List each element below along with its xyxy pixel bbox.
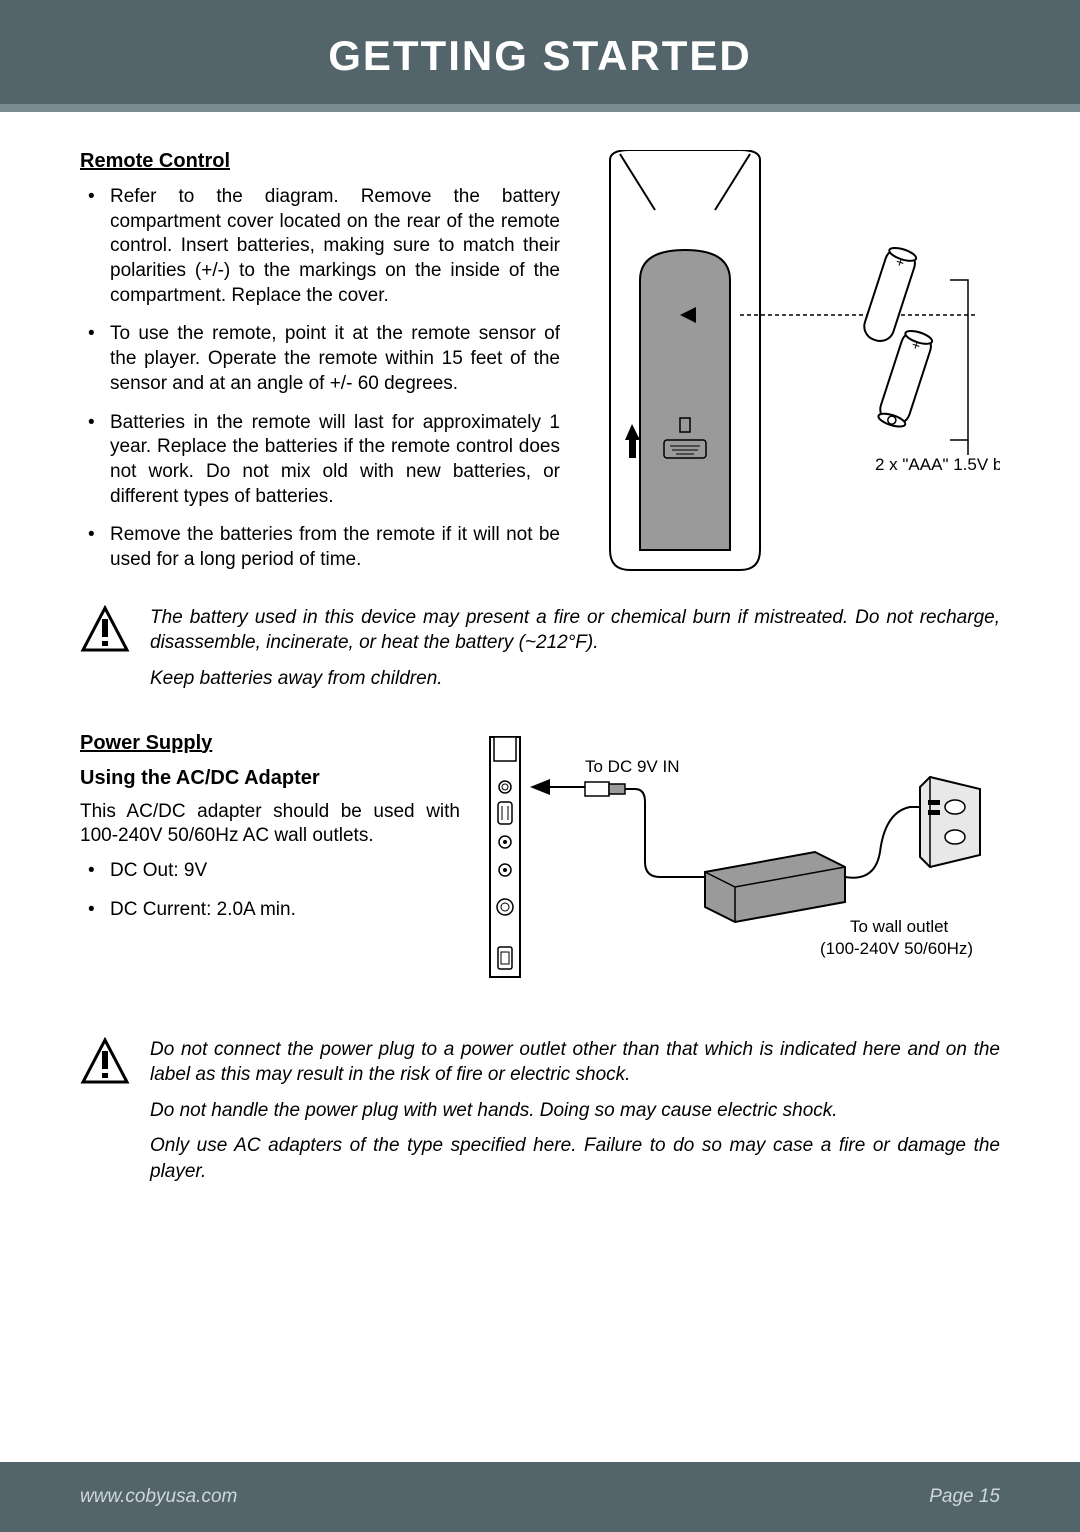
remote-diagram: + + 2 x "AAA" 1.5V batteries: [580, 150, 1000, 580]
power-spec: DC Current: 2.0A min.: [110, 898, 460, 923]
remote-bullet: Refer to the diagram. Remove the battery…: [110, 185, 560, 308]
warning-line: Keep batteries away from children.: [150, 666, 1000, 692]
remote-diagram-column: + + 2 x "AAA" 1.5V batteries: [580, 150, 1000, 587]
power-warning-text: Do not connect the power plug to a power…: [150, 1037, 1000, 1195]
page-content: Remote Control Refer to the diagram. Rem…: [0, 112, 1080, 1195]
remote-bullet: To use the remote, point it at the remot…: [110, 322, 560, 396]
remote-title: Remote Control: [80, 150, 560, 173]
battery-label: 2 x "AAA" 1.5V batteries: [875, 455, 1000, 474]
power-spec: DC Out: 9V: [110, 859, 460, 884]
page-footer: www.cobyusa.com Page 15: [0, 1462, 1080, 1532]
warning-line: Do not handle the power plug with wet ha…: [150, 1098, 1000, 1124]
warning-icon: [80, 605, 130, 655]
remote-bullet: Batteries in the remote will last for ap…: [110, 411, 560, 510]
page-header: GETTING STARTED: [0, 0, 1080, 112]
power-intro: This AC/DC adapter should be used with 1…: [80, 800, 460, 849]
outlet-label-2: (100-240V 50/60Hz): [820, 939, 973, 958]
warning-line: The battery used in this device may pres…: [150, 605, 1000, 656]
header-accent: [0, 104, 1080, 112]
remote-text-column: Remote Control Refer to the diagram. Rem…: [80, 150, 560, 587]
remote-section: Remote Control Refer to the diagram. Rem…: [80, 150, 1000, 587]
warning-icon: [80, 1037, 130, 1087]
dc-label: To DC 9V IN: [585, 757, 679, 776]
power-title: Power Supply: [80, 732, 460, 755]
remote-warning: The battery used in this device may pres…: [80, 605, 1000, 702]
power-warning: Do not connect the power plug to a power…: [80, 1037, 1000, 1195]
power-subtitle: Using the AC/DC Adapter: [80, 767, 460, 790]
power-text-column: Power Supply Using the AC/DC Adapter Thi…: [80, 732, 460, 997]
outlet-label-1: To wall outlet: [850, 917, 949, 936]
power-diagram: To DC 9V IN: [480, 732, 1000, 992]
warning-line: Do not connect the power plug to a power…: [150, 1037, 1000, 1088]
footer-url: www.cobyusa.com: [80, 1486, 237, 1508]
warning-line: Only use AC adapters of the type specifi…: [150, 1133, 1000, 1184]
header-title: GETTING STARTED: [328, 32, 752, 80]
remote-bullets: Refer to the diagram. Remove the battery…: [80, 185, 560, 573]
remote-bullet: Remove the batteries from the remote if …: [110, 523, 560, 572]
power-specs: DC Out: 9V DC Current: 2.0A min.: [80, 859, 460, 922]
power-section: Power Supply Using the AC/DC Adapter Thi…: [80, 732, 1000, 997]
footer-page: Page 15: [929, 1486, 1000, 1508]
power-diagram-column: To DC 9V IN: [480, 732, 1000, 997]
remote-warning-text: The battery used in this device may pres…: [150, 605, 1000, 702]
